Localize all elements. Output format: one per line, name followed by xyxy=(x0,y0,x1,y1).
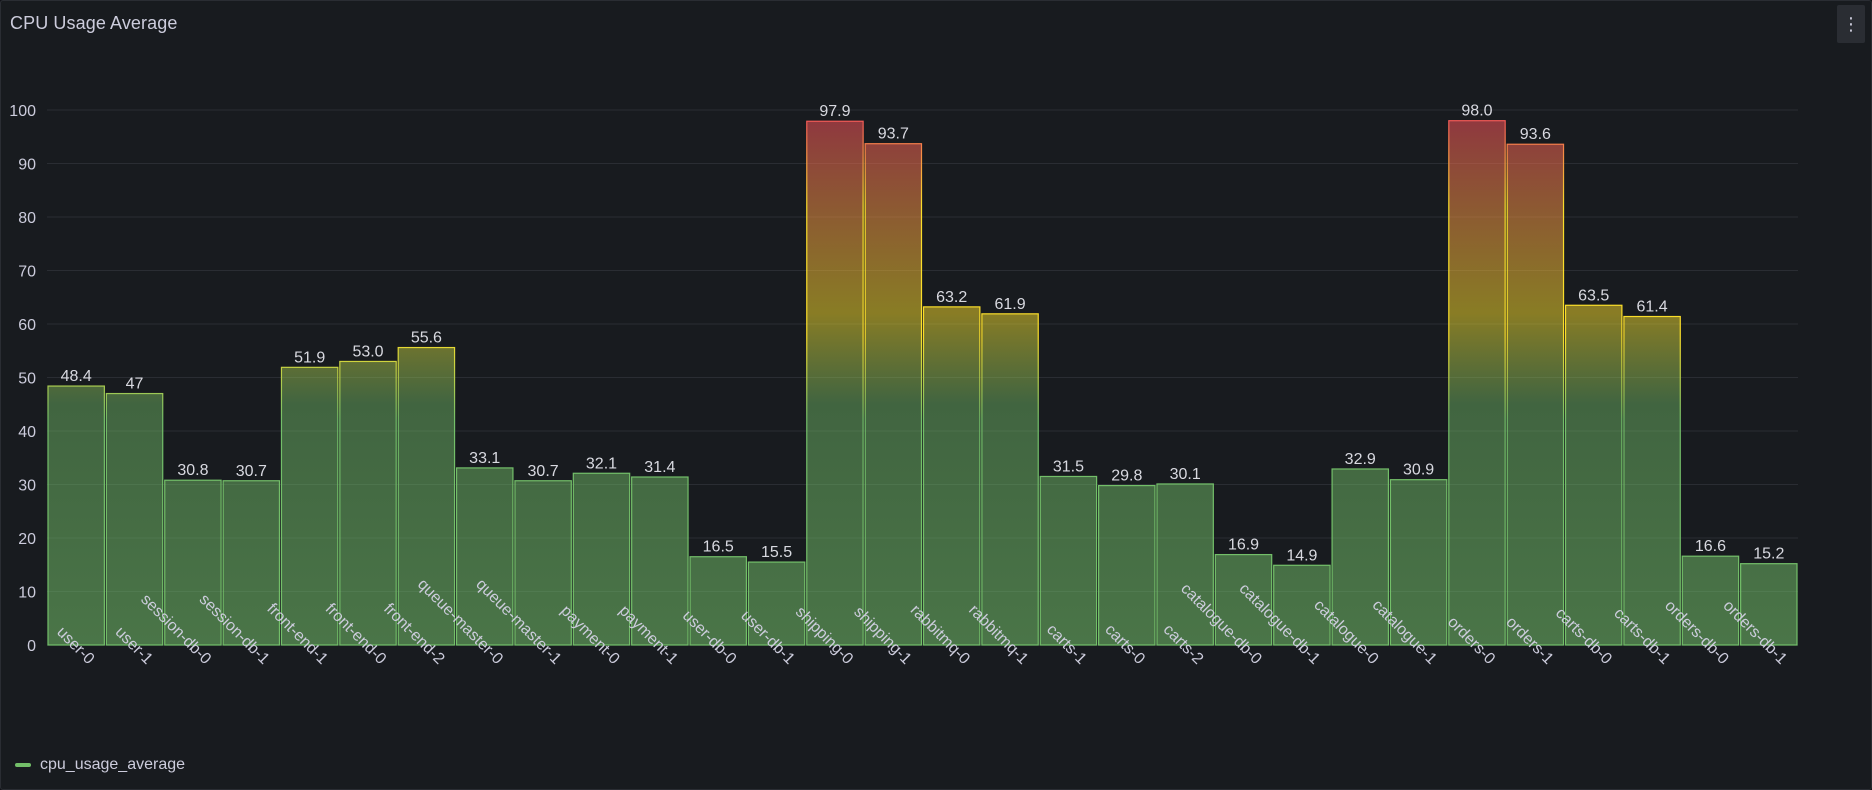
bar[interactable] xyxy=(1039,475,1098,646)
bar-value-label: 53.0 xyxy=(352,343,383,360)
bar-value-label: 30.9 xyxy=(1403,462,1434,479)
y-tick-label: 50 xyxy=(18,371,36,388)
bar-value-label: 30.7 xyxy=(236,463,267,480)
bar-value-label: 97.9 xyxy=(819,103,850,120)
bar-value-label: 30.7 xyxy=(528,463,559,480)
bar[interactable] xyxy=(105,392,164,646)
y-tick-label: 40 xyxy=(18,424,36,441)
bar-value-label: 16.9 xyxy=(1228,537,1259,554)
legend[interactable]: cpu_usage_average xyxy=(15,756,185,774)
vertical-dots-icon: ⋮ xyxy=(1842,14,1860,34)
bar-value-label: 30.1 xyxy=(1170,466,1201,483)
bar-value-label: 55.6 xyxy=(411,330,442,347)
bar-value-label: 98.0 xyxy=(1461,103,1492,120)
bar[interactable] xyxy=(222,480,281,646)
bar[interactable] xyxy=(1740,563,1798,646)
bar[interactable] xyxy=(1389,479,1448,646)
bar-value-label: 14.9 xyxy=(1286,547,1317,564)
panel-title: CPU Usage Average xyxy=(10,13,178,33)
bar[interactable] xyxy=(981,313,1039,646)
bar-chart: 010203040506070809010048.4user-047user-1… xyxy=(9,103,1798,668)
bar[interactable] xyxy=(455,467,514,646)
bar-value-label: 63.5 xyxy=(1578,287,1609,304)
bar-value-label: 33.1 xyxy=(469,450,500,467)
bar-value-label: 29.8 xyxy=(1111,468,1142,485)
bar[interactable] xyxy=(514,480,572,646)
bar[interactable] xyxy=(1564,304,1623,646)
bar[interactable] xyxy=(1681,555,1740,646)
y-tick-label: 20 xyxy=(18,531,36,548)
bar-value-label: 61.9 xyxy=(994,296,1025,313)
bar-value-label: 32.1 xyxy=(586,455,617,472)
bar-value-label: 31.4 xyxy=(644,459,675,476)
bar[interactable] xyxy=(1097,484,1156,646)
legend-swatch xyxy=(15,763,31,767)
bar[interactable] xyxy=(922,306,981,646)
bar[interactable] xyxy=(631,476,689,646)
bar[interactable] xyxy=(1448,120,1506,646)
bar-value-label: 93.6 xyxy=(1520,126,1551,143)
bar[interactable] xyxy=(1214,553,1273,646)
bar-value-label: 63.2 xyxy=(936,289,967,306)
bar-value-label: 32.9 xyxy=(1345,451,1376,468)
y-tick-label: 30 xyxy=(18,478,36,495)
bar[interactable] xyxy=(747,561,806,646)
bar[interactable] xyxy=(806,120,864,646)
bar[interactable] xyxy=(1156,483,1214,646)
bar-value-label: 48.4 xyxy=(61,368,92,385)
y-tick-label: 0 xyxy=(27,638,36,655)
bar[interactable] xyxy=(572,472,631,646)
bar-value-label: 15.5 xyxy=(761,544,792,561)
bar-value-label: 61.4 xyxy=(1637,299,1668,316)
bar[interactable] xyxy=(397,346,456,646)
bar[interactable] xyxy=(864,143,923,646)
bar[interactable] xyxy=(1331,468,1390,646)
legend-label: cpu_usage_average xyxy=(40,756,186,773)
bar-value-label: 16.5 xyxy=(703,539,734,556)
bar-value-label: 30.8 xyxy=(177,462,208,479)
bar[interactable] xyxy=(47,385,105,646)
y-tick-label: 100 xyxy=(9,103,36,120)
y-tick-label: 90 xyxy=(18,157,36,174)
bar-value-label: 15.2 xyxy=(1753,546,1784,563)
bar[interactable] xyxy=(1506,143,1565,646)
panel-menu-button[interactable]: ⋮ xyxy=(1837,5,1865,43)
bar[interactable] xyxy=(1623,315,1681,646)
bar-value-label: 16.6 xyxy=(1695,538,1726,555)
bar-value-label: 31.5 xyxy=(1053,458,1084,475)
y-tick-label: 60 xyxy=(18,317,36,334)
bar[interactable] xyxy=(280,366,339,646)
y-tick-label: 80 xyxy=(18,210,36,227)
bar[interactable] xyxy=(339,360,397,646)
bar-value-label: 47 xyxy=(126,376,144,393)
bar[interactable] xyxy=(164,479,222,646)
bar[interactable] xyxy=(689,556,747,646)
bar[interactable] xyxy=(1273,564,1331,646)
y-tick-label: 70 xyxy=(18,264,36,281)
bar-value-label: 93.7 xyxy=(878,126,909,143)
bar-value-label: 51.9 xyxy=(294,349,325,366)
y-tick-label: 10 xyxy=(18,585,36,602)
